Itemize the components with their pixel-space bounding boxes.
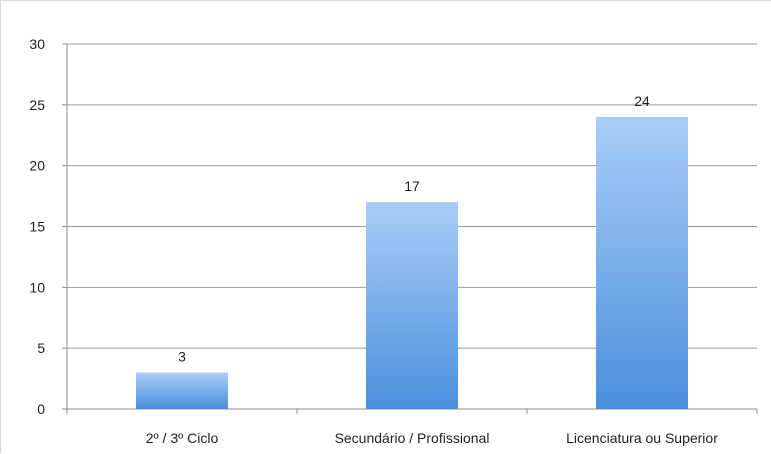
data-label-2: 24 <box>634 93 650 109</box>
y-tick-label-5: 5 <box>37 340 45 356</box>
bar-0 <box>136 372 228 409</box>
labels: 0 5 10 15 20 25 30 3 2º / 3º Ciclo 17 Secundário /… <box>29 36 718 446</box>
y-tick-label-20: 20 <box>29 158 45 174</box>
bar-2 <box>596 117 688 409</box>
y-tick-label-0: 0 <box>37 401 45 417</box>
bars <box>136 117 688 409</box>
y-tick-label-15: 15 <box>29 219 45 235</box>
y-tick-label-30: 30 <box>29 36 45 52</box>
x-tick-label-2: Licenciatura ou Superior <box>566 430 718 446</box>
bar-1 <box>366 202 458 409</box>
x-tick-label-0: 2º / 3º Ciclo <box>146 430 219 446</box>
y-tick-label-10: 10 <box>29 279 45 295</box>
data-label-1: 17 <box>404 178 420 194</box>
y-tick-label-25: 25 <box>29 97 45 113</box>
data-label-0: 3 <box>178 349 186 365</box>
x-tick-label-1: Secundário / Profissional <box>335 430 490 446</box>
